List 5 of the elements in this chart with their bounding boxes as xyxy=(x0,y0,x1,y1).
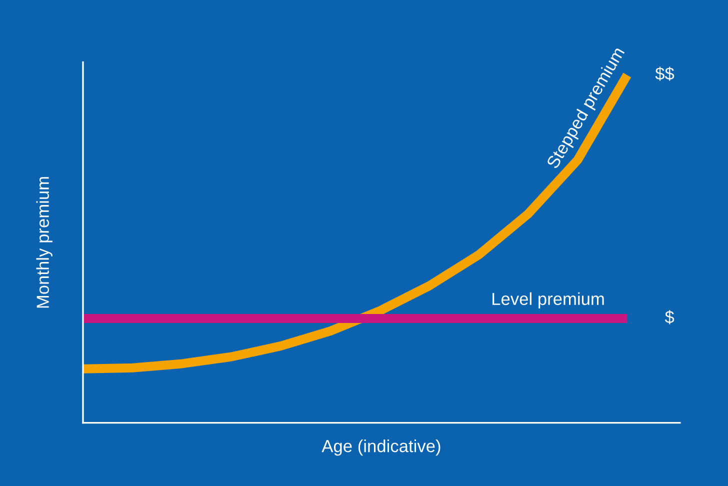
annotation: $$ xyxy=(655,66,674,81)
annotation: $ xyxy=(664,310,674,324)
x-axis-title: Age (indicative) xyxy=(322,439,440,456)
series-label: Level premium xyxy=(492,292,604,308)
y-axis-title: Monthly premium xyxy=(36,177,52,308)
